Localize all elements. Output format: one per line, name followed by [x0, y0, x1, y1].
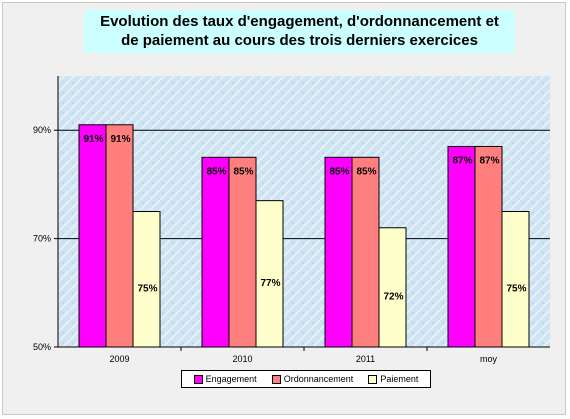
- data-label: 87%: [452, 155, 472, 166]
- data-label: 77%: [260, 278, 280, 289]
- chart-title: Evolution des taux d'engagement, d'ordon…: [84, 12, 515, 50]
- y-tick-label: 70%: [33, 234, 51, 244]
- legend-item-engagement: Engagement: [193, 374, 257, 384]
- x-tick-label: moy: [480, 354, 498, 364]
- data-label: 85%: [356, 166, 376, 177]
- data-label: 72%: [383, 291, 403, 302]
- bar-paiement-moy: [501, 211, 530, 348]
- bar-ordonnancement-moy: [474, 145, 503, 348]
- title-background: [84, 10, 515, 53]
- data-label: 85%: [329, 166, 349, 177]
- x-tick-label: 2010: [232, 354, 252, 364]
- bar-ordonnancement-2009: [105, 124, 134, 348]
- data-label: 85%: [206, 166, 226, 177]
- bar-engagement-2010: [201, 156, 230, 348]
- data-label: 91%: [83, 134, 103, 145]
- data-label: 75%: [137, 283, 157, 294]
- bar-paiement-2010: [255, 200, 284, 348]
- legend-swatch-engagement: [193, 374, 203, 384]
- bar-engagement-2011: [324, 156, 353, 348]
- bar-ordonnancement-2010: [228, 156, 257, 348]
- legend-item-paiement: Paiement: [368, 374, 418, 384]
- legend-label-engagement: Engagement: [205, 374, 257, 384]
- data-label: 91%: [110, 134, 130, 145]
- x-tick-label: 2009: [109, 354, 129, 364]
- bar-ordonnancement-2011: [351, 156, 380, 348]
- bars: [78, 124, 530, 348]
- x-tick-label: 2011: [356, 354, 375, 364]
- legend-swatch-paiement: [368, 374, 378, 384]
- legend-label-ordonnancement: Ordonnancement: [283, 374, 354, 384]
- title-line-2: de paiement au cours des trois derniers …: [121, 32, 478, 49]
- title-line-1: Evolution des taux d'engagement, d'ordon…: [100, 13, 499, 30]
- bar-paiement-2011: [378, 227, 407, 348]
- bar-engagement-2009: [78, 124, 107, 348]
- bar-engagement-moy: [447, 145, 476, 348]
- legend: Engagement Ordonnancement Paiement: [181, 370, 431, 388]
- legend-label-paiement: Paiement: [380, 374, 419, 384]
- legend-swatch-ordonnancement: [271, 374, 281, 384]
- axes: 50% 70% 90% 2009 2010 2011 moy: [33, 76, 550, 364]
- data-label: 75%: [506, 283, 526, 294]
- y-tick-label: 50%: [33, 342, 51, 352]
- data-labels: 91% 91% 75% 85% 85% 77% 85% 85% 72% 87% 87% 75%: [83, 134, 526, 303]
- data-label: 87%: [479, 155, 499, 166]
- y-tick-label: 90%: [33, 125, 51, 135]
- legend-item-ordonnancement: Ordonnancement: [271, 374, 354, 384]
- data-label: 85%: [233, 166, 253, 177]
- bar-paiement-2009: [132, 211, 161, 348]
